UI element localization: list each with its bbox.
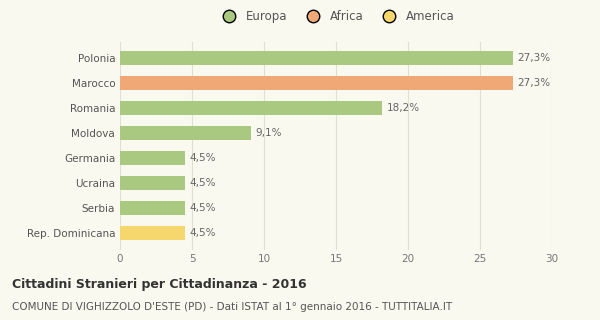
Text: 4,5%: 4,5% xyxy=(189,203,215,213)
Text: 4,5%: 4,5% xyxy=(189,153,215,163)
Text: COMUNE DI VIGHIZZOLO D'ESTE (PD) - Dati ISTAT al 1° gennaio 2016 - TUTTITALIA.IT: COMUNE DI VIGHIZZOLO D'ESTE (PD) - Dati … xyxy=(12,302,452,312)
Bar xyxy=(120,176,185,190)
Text: 4,5%: 4,5% xyxy=(189,178,215,188)
Text: 4,5%: 4,5% xyxy=(189,228,215,238)
Text: 18,2%: 18,2% xyxy=(386,103,419,113)
Text: Cittadini Stranieri per Cittadinanza - 2016: Cittadini Stranieri per Cittadinanza - 2… xyxy=(12,278,307,292)
Bar xyxy=(120,101,382,115)
Bar xyxy=(120,76,513,90)
Bar xyxy=(120,201,185,215)
Bar xyxy=(120,51,513,65)
Legend: Europa, Africa, America: Europa, Africa, America xyxy=(212,5,460,28)
Text: 9,1%: 9,1% xyxy=(256,128,282,138)
Bar xyxy=(120,126,251,140)
Text: 27,3%: 27,3% xyxy=(517,53,551,63)
Bar xyxy=(120,151,185,165)
Text: 27,3%: 27,3% xyxy=(517,78,551,88)
Bar xyxy=(120,226,185,240)
